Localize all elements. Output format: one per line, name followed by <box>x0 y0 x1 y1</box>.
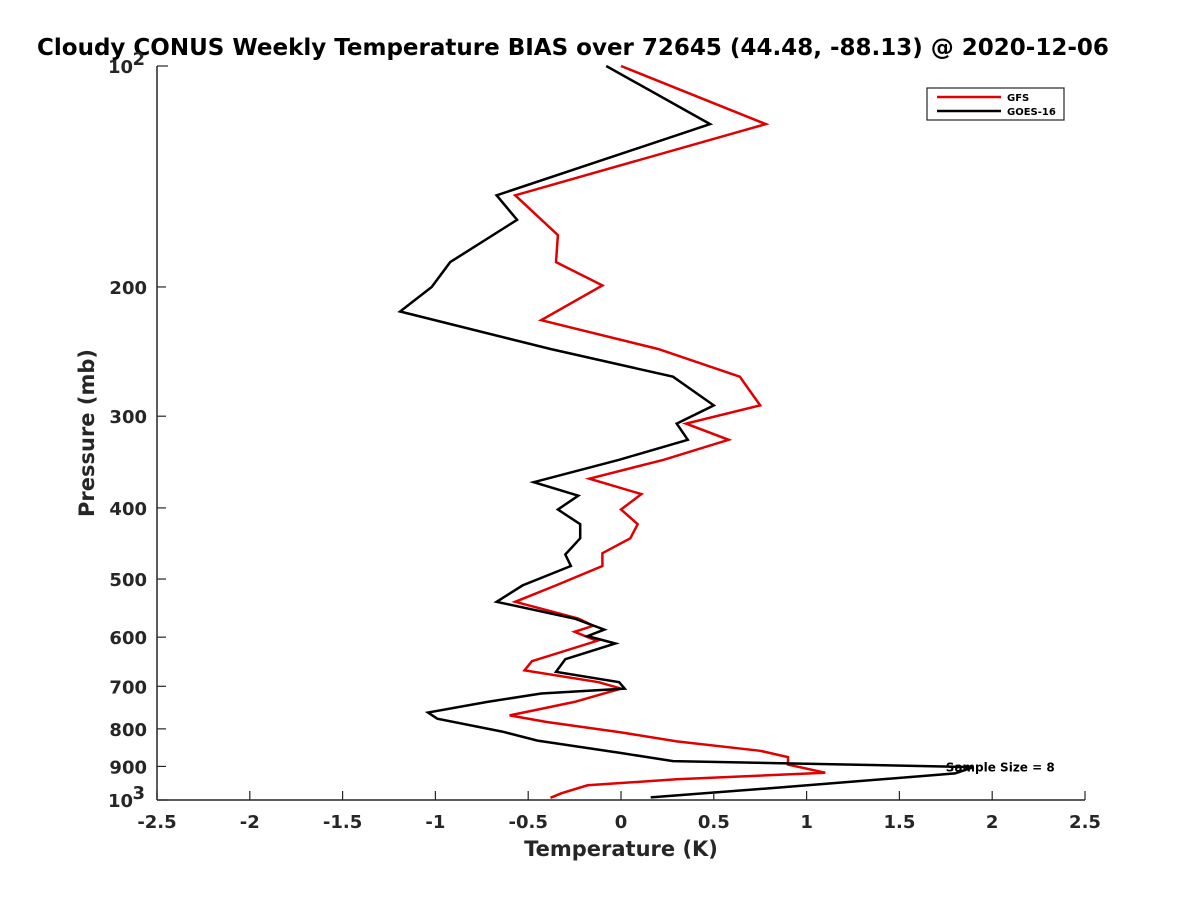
x-tick-label: -1.5 <box>323 812 362 833</box>
y-tick-label: 900 <box>109 757 147 778</box>
y-tick-label: 700 <box>109 677 147 698</box>
sample-size-annotation: Sample Size = 8 <box>946 760 1055 774</box>
y-tick-label: 400 <box>109 499 147 520</box>
y-tick-label: 200 <box>109 278 147 299</box>
axes-layer: -2.5 -2 -1.5 -1 -0.5 0 0.5 1 1.5 2 2.510 2200300400… <box>108 49 1101 833</box>
chart-title: Cloudy CONUS Weekly Temperature BIAS ove… <box>37 35 1109 61</box>
y-tick-exponent: 2 <box>132 49 145 70</box>
x-tick-label: -0.5 <box>509 812 548 833</box>
y-tick-label: 300 <box>109 407 147 428</box>
y-tick-exponent: 3 <box>132 783 145 804</box>
annotation-layer: Sample Size = 8 <box>946 760 1055 774</box>
x-tick-label: 2.5 <box>1069 812 1101 833</box>
y-axis-label: Pressure (mb) <box>75 349 99 517</box>
legend-entry: GOES-16 <box>1007 107 1056 118</box>
y-tick-label: 10 <box>108 57 133 78</box>
y-tick-label: 800 <box>109 720 147 741</box>
x-tick-label: -1 <box>425 812 445 833</box>
series-line-gfs <box>509 64 826 799</box>
x-tick-label: 0 <box>615 812 628 833</box>
legend-entry: GFS <box>1007 93 1029 104</box>
x-tick-label: 1.5 <box>883 812 915 833</box>
legend: GFS GOES-16 <box>926 87 1065 121</box>
x-tick-label: -2.5 <box>137 812 176 833</box>
y-tick-label: 600 <box>109 628 147 649</box>
x-tick-label: 2 <box>986 812 999 833</box>
series-layer <box>397 64 975 799</box>
x-axis-label: Temperature (K) <box>524 837 718 861</box>
y-tick-label: 10 <box>108 791 133 812</box>
series-line-goes-16 <box>397 64 975 799</box>
y-tick-label: 500 <box>109 570 147 591</box>
legend-box <box>926 87 1065 121</box>
x-tick-label: -2 <box>240 812 260 833</box>
x-tick-label: 1 <box>800 812 813 833</box>
x-tick-label: 0.5 <box>698 812 730 833</box>
